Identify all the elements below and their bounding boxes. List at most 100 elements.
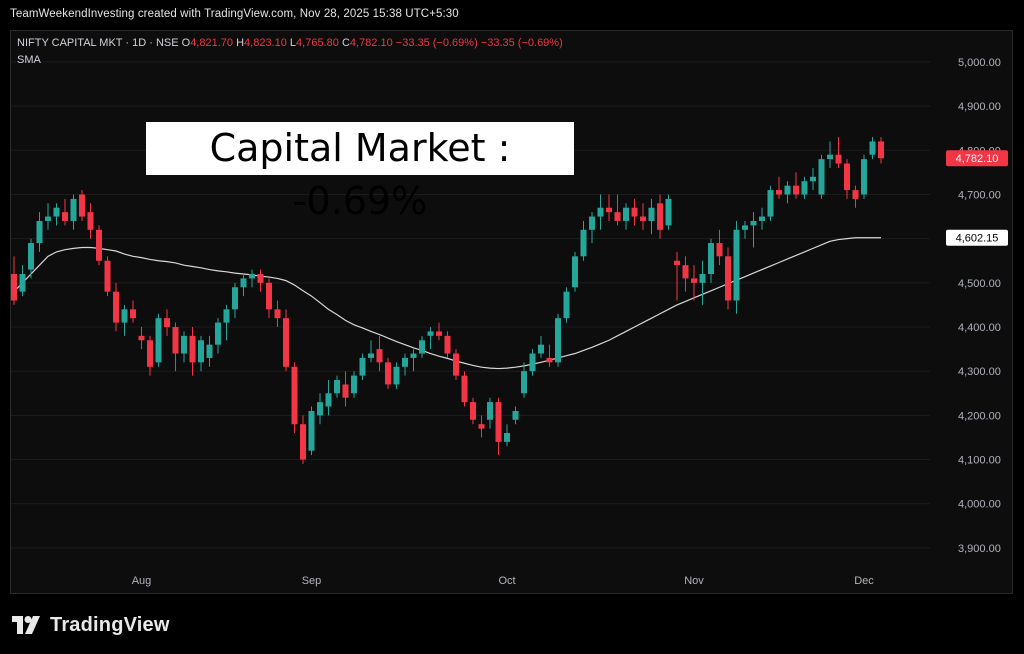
credit-text: TeamWeekendInvesting created with Tradin… [10, 8, 459, 20]
candle-body [164, 318, 170, 328]
candle-body [512, 410, 519, 420]
candle-body [776, 190, 782, 195]
candle-body [189, 335, 196, 363]
tradingview-logo[interactable]: TradingView [12, 612, 170, 638]
candle-body [138, 335, 145, 341]
change-value: −33.35 (−0.69%) [395, 37, 478, 49]
candle-body [691, 278, 697, 283]
y-tick-label: 4,100.00 [958, 455, 1001, 467]
y-tick-label: 4,700.00 [958, 189, 1001, 201]
candle-body [810, 176, 816, 182]
candle-body [223, 309, 230, 323]
sma-indicator-label[interactable]: SMA [17, 54, 41, 66]
candle-body [844, 163, 850, 191]
tradingview-brand: TradingView [50, 613, 170, 636]
symbol-label[interactable]: NIFTY CAPITAL MKT · 1D · NSE [17, 37, 179, 49]
candle-body [878, 141, 884, 159]
candle-body [606, 207, 612, 213]
candle-body [444, 335, 451, 354]
candle-body [419, 340, 425, 354]
candle-body [436, 331, 442, 336]
candle-body [852, 190, 859, 199]
candle-body [546, 357, 553, 363]
candle-body [96, 229, 102, 261]
candle-body [767, 190, 774, 217]
candle-body [835, 154, 842, 164]
y-tick-label: 4,500.00 [958, 278, 1001, 290]
candle-body [283, 318, 289, 367]
close-value: 4,782.10 [349, 37, 393, 49]
candle-body [869, 141, 876, 155]
footer [0, 594, 1024, 654]
y-tick-label: 3,900.00 [958, 543, 1001, 555]
candle-body [257, 273, 264, 283]
title-banner: Capital Market : -0.69% [146, 122, 574, 223]
candle-body [648, 207, 655, 221]
candle-body [113, 291, 119, 323]
candle-body [801, 181, 808, 195]
candle-body [70, 198, 77, 221]
high-value: 4,823.10 [244, 37, 287, 49]
candle-body [393, 366, 400, 385]
tradingview-icon [12, 616, 40, 634]
candle-body [657, 203, 663, 230]
candle-body [631, 207, 638, 217]
candle-body [215, 322, 221, 345]
last-price-label: 4,782.10 [956, 153, 999, 165]
y-tick-label: 5,000.00 [958, 57, 1001, 69]
candle-body [640, 216, 646, 221]
low-label: L [289, 37, 297, 49]
open-label: O [181, 37, 191, 49]
candle-body [240, 278, 247, 288]
candle-body [784, 185, 791, 195]
candle-body [504, 433, 510, 442]
x-tick-label: Dec [854, 575, 874, 587]
close-label: C [341, 37, 350, 49]
candle-body [155, 318, 162, 363]
candle-body [589, 216, 595, 230]
candle-body [563, 291, 570, 319]
sma-value-label: 4,602.15 [956, 233, 999, 245]
candle-body [861, 159, 867, 195]
candle-body [402, 357, 408, 367]
candle-body [827, 154, 833, 160]
y-tick-label: 4,200.00 [958, 410, 1001, 422]
candle-body [291, 366, 298, 425]
candle-body [750, 220, 757, 226]
candle-body [266, 282, 272, 310]
candle-body [725, 256, 731, 301]
candle-body [470, 402, 476, 420]
candle-body [733, 229, 740, 301]
candle-body [580, 229, 587, 257]
low-value: 4,765.80 [296, 37, 339, 49]
candle-body [325, 393, 332, 407]
candle-body [461, 375, 468, 403]
candle-body [181, 335, 187, 354]
candle-body [674, 260, 680, 266]
candle-body [538, 344, 544, 354]
candle-body [62, 212, 68, 221]
candle-body [104, 260, 111, 292]
candle-body [495, 402, 502, 442]
candle-body [249, 273, 255, 279]
candle-body [487, 402, 493, 420]
x-tick-label: Sep [302, 575, 322, 587]
candle-body [759, 216, 765, 221]
candle-body [385, 362, 391, 385]
candle-body [11, 273, 17, 301]
candle-body [699, 273, 706, 283]
candle-body [317, 402, 323, 416]
y-tick-label: 4,300.00 [958, 366, 1001, 378]
candle-body [682, 265, 689, 279]
candle-body [87, 212, 94, 230]
candle-body [206, 344, 213, 358]
candle-body [521, 371, 527, 394]
candle-body [665, 198, 672, 226]
candle-body [121, 309, 128, 323]
candle-body [708, 243, 714, 274]
candle-body [300, 424, 306, 460]
x-tick-label: Aug [132, 575, 152, 587]
candle-body [818, 159, 825, 195]
y-tick-label: 4,400.00 [958, 322, 1001, 334]
